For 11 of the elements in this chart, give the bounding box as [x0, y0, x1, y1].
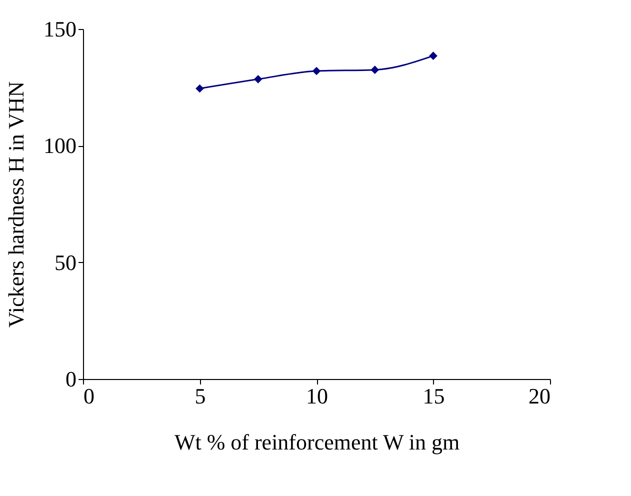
x-tick-label: 20	[528, 384, 550, 408]
y-tick-label: 150	[44, 16, 76, 42]
y-tick-label: 0	[66, 366, 76, 392]
x-tick-label: 0	[84, 384, 94, 408]
x-tick-label: 5	[194, 384, 206, 408]
x-axis-title: Wt % of reinforcement W in gm	[174, 430, 460, 454]
y-axis-title: Vickers hardness H in VHN	[4, 81, 28, 328]
x-tick-label: 10	[306, 384, 328, 408]
y-tick-label: 100	[44, 133, 76, 158]
y-tick-label: 50	[54, 250, 76, 275]
x-tick-label: 15	[422, 384, 445, 408]
